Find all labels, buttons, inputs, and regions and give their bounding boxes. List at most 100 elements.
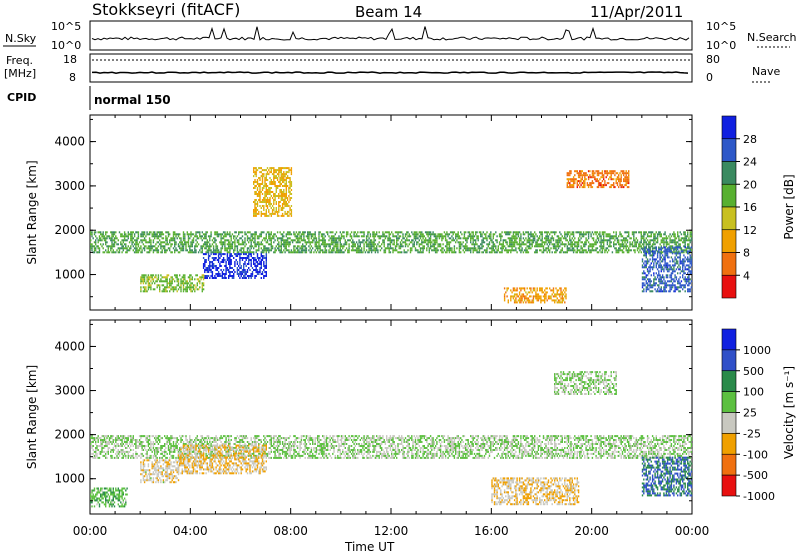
heatmap-cell — [117, 247, 119, 250]
heatmap-cell — [576, 245, 578, 248]
heatmap-cell — [616, 176, 619, 179]
heatmap-cell — [387, 237, 389, 240]
heatmap-cell — [160, 280, 162, 283]
heatmap-cell — [545, 241, 547, 244]
heatmap-cell — [344, 243, 346, 246]
heatmap-cell — [468, 233, 471, 236]
heatmap-cell — [259, 201, 261, 203]
heatmap-cell — [268, 191, 270, 193]
heatmap-cell — [566, 184, 568, 187]
heatmap-cell — [666, 270, 669, 273]
heatmap-cell — [187, 276, 190, 279]
heatmap-cell — [584, 172, 586, 175]
cpid-value: normal 150 — [94, 93, 171, 107]
heatmap-cell — [684, 266, 686, 269]
heatmap-cell — [574, 178, 576, 181]
heatmap-cell — [589, 184, 591, 187]
heatmap-cell — [477, 239, 479, 242]
heatmap-cell — [468, 249, 471, 252]
heatmap-cell — [256, 212, 259, 215]
heatmap-cell — [422, 233, 424, 236]
heatmap-cell — [542, 247, 545, 250]
heatmap-cell — [518, 241, 521, 244]
heatmap-cell — [520, 301, 522, 304]
heatmap-cell — [472, 251, 474, 254]
heatmap-cell — [411, 249, 413, 252]
heatmap-cell — [597, 170, 600, 173]
heatmap-cell — [532, 233, 535, 236]
heatmap-cell — [517, 233, 520, 236]
heatmap-cell — [615, 233, 617, 236]
heatmap-cell — [551, 235, 553, 238]
heatmap-cell — [639, 241, 641, 244]
heatmap-cell — [591, 245, 594, 248]
heatmap-cell — [92, 441, 94, 443]
heatmap-cell — [670, 276, 673, 279]
heatmap-cell — [677, 231, 679, 234]
heatmap-cell — [214, 239, 216, 242]
heatmap-cell — [658, 286, 660, 289]
heatmap-cell — [216, 231, 219, 234]
heatmap-cell — [567, 241, 570, 244]
heatmap-cell — [660, 280, 662, 283]
heatmap-cell — [174, 286, 176, 289]
heatmap-cell — [539, 231, 541, 234]
heatmap-cell — [332, 241, 334, 244]
heatmap-cell — [614, 186, 616, 189]
heatmap-cell — [384, 237, 387, 240]
heatmap-cell — [286, 203, 289, 205]
heatmap-cell — [263, 255, 265, 257]
heatmap-cell — [286, 243, 289, 246]
heatmap-cell — [221, 233, 224, 236]
heatmap-cell — [419, 251, 422, 254]
heatmap-cell — [663, 264, 665, 267]
heatmap-cell — [620, 243, 622, 246]
heatmap-cell — [655, 282, 657, 285]
heatmap-cell — [285, 195, 287, 197]
heatmap-cell — [653, 266, 655, 269]
heatmap-cell — [597, 239, 600, 242]
heatmap-cell — [108, 235, 111, 238]
heatmap-cell — [628, 182, 630, 185]
heatmap-cell — [649, 286, 651, 289]
heatmap-cell — [212, 245, 215, 248]
heatmap-cell — [175, 249, 177, 252]
heatmap-cell — [591, 172, 594, 175]
heatmap-cell — [255, 210, 257, 213]
heatmap-cell — [194, 290, 196, 293]
heatmap-cell — [219, 241, 221, 244]
heatmap-cell — [636, 247, 639, 250]
heatmap-cell — [513, 299, 516, 302]
heatmap-cell — [97, 241, 99, 244]
heatmap-cell — [575, 241, 577, 244]
heatmap-cell — [619, 231, 621, 234]
heatmap-cell — [531, 233, 533, 236]
heatmap-cell — [219, 273, 221, 275]
heatmap-cell — [599, 172, 601, 175]
heatmap-cell — [535, 251, 537, 254]
heatmap-cell — [210, 245, 212, 248]
heatmap-cell — [148, 247, 151, 250]
heatmap-cell — [619, 249, 621, 252]
heatmap-cell — [561, 291, 563, 294]
heatmap-cell — [259, 261, 261, 263]
heatmap-cell — [515, 233, 517, 236]
heatmap-cell — [224, 273, 226, 275]
heatmap-cell — [241, 231, 244, 234]
heatmap-cell — [463, 233, 466, 236]
heatmap-cell — [646, 268, 649, 271]
heatmap-cell — [559, 251, 561, 254]
heatmap-cell — [624, 245, 626, 248]
heatmap-cell — [271, 197, 274, 199]
heatmap-cell — [584, 243, 586, 246]
heatmap-cell — [419, 247, 422, 250]
heatmap-cell — [669, 239, 671, 242]
heatmap-cell — [373, 245, 375, 248]
heatmap-cell — [202, 265, 205, 267]
heatmap-cell — [536, 243, 538, 246]
heatmap-cell — [175, 286, 177, 289]
heatmap-cell — [534, 237, 536, 240]
heatmap-cell — [515, 289, 517, 292]
heatmap-cell — [365, 237, 368, 240]
heatmap-cell — [665, 235, 668, 238]
